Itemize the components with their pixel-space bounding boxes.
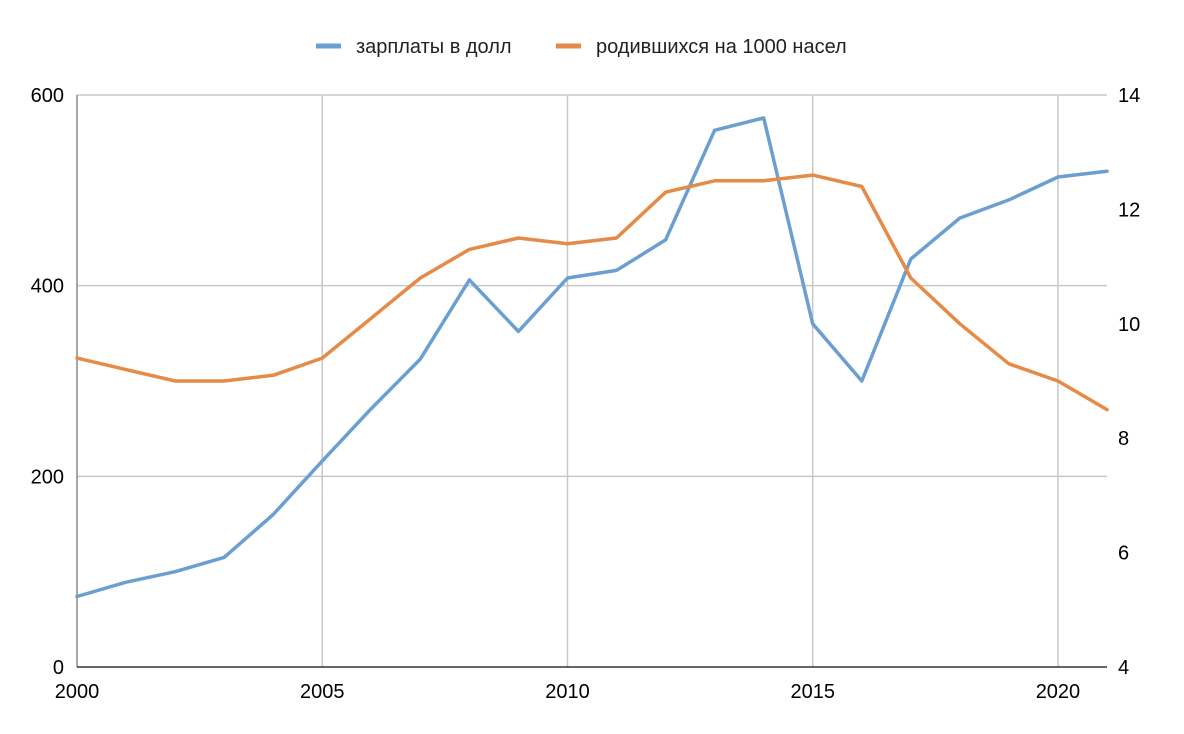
legend: зарплаты в долл родившихся на 1000 насел — [316, 36, 847, 58]
tick-labels: 2000 2005 2010 2015 2020 0 200 400 600 4 6 8 10 12 14 — [31, 85, 1141, 703]
y-right-tick-label: 4 — [1118, 657, 1129, 679]
x-tick-label: 2020 — [1036, 681, 1081, 703]
legend-label-2: родившихся на 1000 насел — [596, 36, 847, 58]
y-left-tick-label: 400 — [31, 276, 64, 298]
y-right-tick-label: 6 — [1118, 543, 1129, 565]
axes — [76, 95, 1107, 668]
y-left-tick-label: 600 — [31, 85, 64, 107]
series-lines — [75, 116, 1109, 599]
y-right-tick-label: 10 — [1118, 314, 1140, 336]
y-left-tick-label: 0 — [53, 657, 64, 679]
x-tick-label: 2010 — [545, 681, 590, 703]
x-tick-label: 2005 — [300, 681, 345, 703]
y-right-tick-label: 12 — [1118, 199, 1140, 221]
y-right-tick-label: 8 — [1118, 428, 1129, 450]
y-right-tick-label: 14 — [1118, 85, 1140, 107]
x-tick-label: 2015 — [790, 681, 835, 703]
series-line-salary — [75, 116, 1109, 599]
legend-label-1: зарплаты в долл — [356, 36, 512, 58]
series-line-birth-rate — [75, 173, 1109, 412]
grid-lines — [77, 94, 1107, 667]
x-tick-label: 2000 — [55, 681, 100, 703]
y-left-tick-label: 200 — [31, 466, 64, 488]
